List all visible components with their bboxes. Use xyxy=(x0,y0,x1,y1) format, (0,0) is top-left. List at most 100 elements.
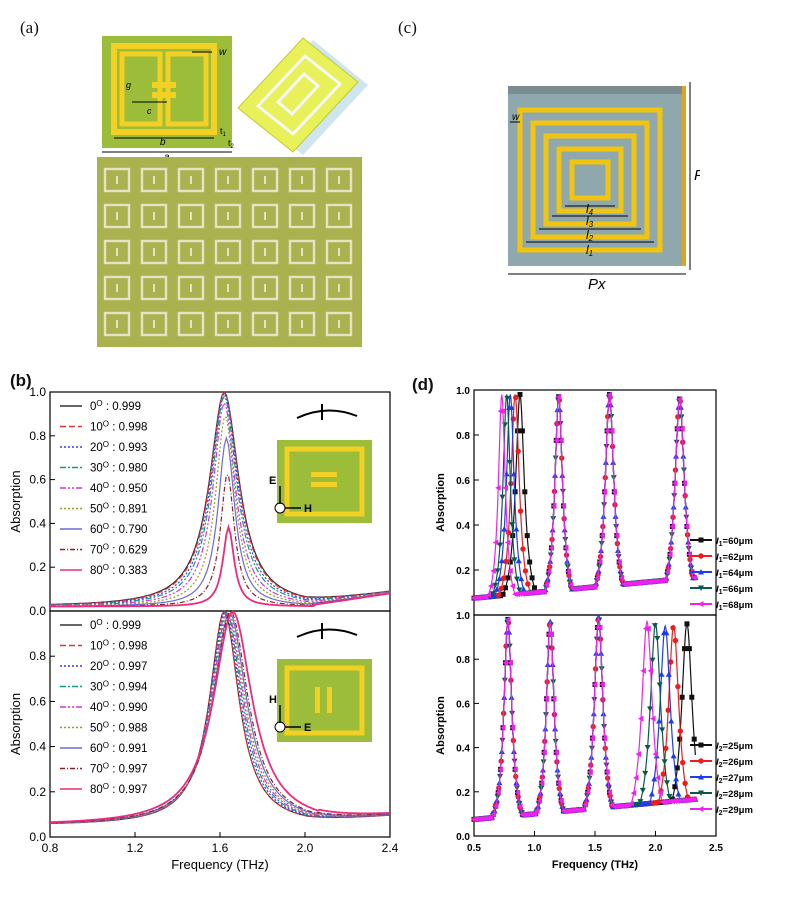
d-bottom-marker xyxy=(672,784,678,790)
b-top-series-30 xyxy=(50,395,391,606)
d-bottom-marker xyxy=(670,752,677,759)
photo-cell xyxy=(288,167,316,193)
d-top-legend-label: l1=66μm xyxy=(716,584,753,596)
d-bottom-xtick-label: 1.0 xyxy=(528,843,542,854)
d-top-marker xyxy=(515,448,521,454)
d-top-marker xyxy=(671,480,678,487)
b-bottom-legend-label: 40O : 0.990 xyxy=(90,700,147,714)
inner-left-ring xyxy=(119,51,163,127)
d-bottom-marker xyxy=(659,799,666,806)
d-bottom-marker xyxy=(485,815,492,822)
d-top-marker xyxy=(516,587,523,594)
d-top-ytick-label: 0.4 xyxy=(456,521,470,532)
photo-cell xyxy=(214,239,242,265)
d-top-legend-marker xyxy=(698,553,704,559)
b-top-inset-ring xyxy=(284,446,365,517)
d-bottom-marker xyxy=(507,659,513,666)
d-top-marker xyxy=(497,542,504,549)
d-bottom-marker xyxy=(562,808,569,815)
d-bottom-marker xyxy=(526,811,533,818)
b-top-inset-bar xyxy=(311,472,337,477)
d-top-marker xyxy=(582,584,588,591)
d-bottom-marker xyxy=(618,802,625,809)
d-bottom-marker xyxy=(567,807,574,814)
d-bottom-marker xyxy=(524,811,530,818)
photo-cell-grid xyxy=(103,167,353,337)
d-top-marker xyxy=(496,592,502,598)
b-bottom-inset-cell xyxy=(277,659,372,742)
d-bottom-marker xyxy=(483,815,489,822)
square-l3 xyxy=(543,133,637,227)
d-bottom-marker xyxy=(628,800,634,807)
d-bottom-marker xyxy=(670,625,676,631)
d-top-marker xyxy=(635,579,642,586)
d-top-marker xyxy=(509,522,516,528)
d-bottom-marker xyxy=(634,801,641,808)
d-bottom-marker xyxy=(637,799,644,805)
d-top-marker xyxy=(577,585,583,592)
d-bottom-xtick-label: 2.5 xyxy=(709,843,723,854)
d-bottom-marker xyxy=(548,631,554,638)
d-top-marker xyxy=(519,590,525,597)
d-bottom-marker xyxy=(570,807,576,814)
d-bottom-marker xyxy=(677,728,684,734)
d-bottom-legend-label: l2=28μm xyxy=(716,789,753,801)
d-top-series-4 xyxy=(471,391,697,602)
d-top-marker xyxy=(662,577,668,584)
d-bottom-marker xyxy=(592,681,598,688)
d-bottom-legend-label: l2=29μm xyxy=(716,805,753,817)
d-bottom-marker xyxy=(572,807,579,814)
d-top-marker xyxy=(504,395,511,402)
photo-cell xyxy=(288,203,316,229)
unit-cell-3d-view: t1 t2 xyxy=(220,37,368,155)
capacitor-bar-top xyxy=(152,82,176,88)
d-top-marker xyxy=(513,576,520,583)
d-bottom-marker xyxy=(647,706,654,712)
dim-px-label: Px xyxy=(588,276,606,290)
d-top-marker xyxy=(529,589,535,596)
d-bottom-marker xyxy=(558,797,564,804)
d-bottom-marker xyxy=(683,796,690,803)
d-bottom-marker xyxy=(689,694,695,700)
d-top-marker xyxy=(525,581,531,587)
d-top-marker xyxy=(555,393,562,400)
d-top-marker xyxy=(490,567,496,574)
d-bottom-marker xyxy=(587,769,593,776)
d-top-marker xyxy=(478,594,484,601)
d-top-marker xyxy=(505,575,511,581)
d-top-marker xyxy=(499,494,506,501)
d-top-marker xyxy=(496,575,503,582)
d-top-marker xyxy=(633,580,639,587)
b-top-ytick-label: 0.8 xyxy=(29,429,46,443)
d-top-ytick-label: 1.0 xyxy=(456,386,470,397)
square-l4 xyxy=(556,146,624,214)
d-bottom-marker xyxy=(630,790,637,797)
3d-ring xyxy=(255,53,343,137)
d-top-marker xyxy=(560,502,567,509)
d-bottom-marker xyxy=(662,798,668,805)
b-bottom-xtick-label: 1.6 xyxy=(212,841,229,855)
b-top-legend-label: 10O : 0.998 xyxy=(90,420,147,434)
d-top-series-line xyxy=(474,394,696,599)
d-top-marker xyxy=(492,539,499,546)
b-top-field-label-up: E xyxy=(269,475,276,487)
d-bottom-marker xyxy=(621,802,627,809)
d-bottom-marker xyxy=(646,800,653,806)
b-bottom-xlabel: Frequency (THz) xyxy=(171,857,269,872)
d-top-series-line xyxy=(474,394,696,599)
photo-cell xyxy=(288,275,316,301)
d-bottom-legend-marker xyxy=(698,742,704,748)
d-top-marker xyxy=(522,568,529,574)
d-top-marker xyxy=(527,559,533,565)
d-bottom-marker xyxy=(492,803,499,810)
d-top-legend-marker xyxy=(698,537,704,543)
inner-right-ring xyxy=(165,51,209,127)
d-top-marker xyxy=(503,558,509,565)
d-bottom-marker xyxy=(633,774,639,781)
d-bottom-marker xyxy=(682,646,688,652)
d-bottom-marker xyxy=(651,623,658,629)
b-top-series-50 xyxy=(49,416,391,607)
d-bottom-marker xyxy=(688,796,695,803)
d-top-marker xyxy=(511,557,518,563)
photo-cell xyxy=(251,203,279,229)
